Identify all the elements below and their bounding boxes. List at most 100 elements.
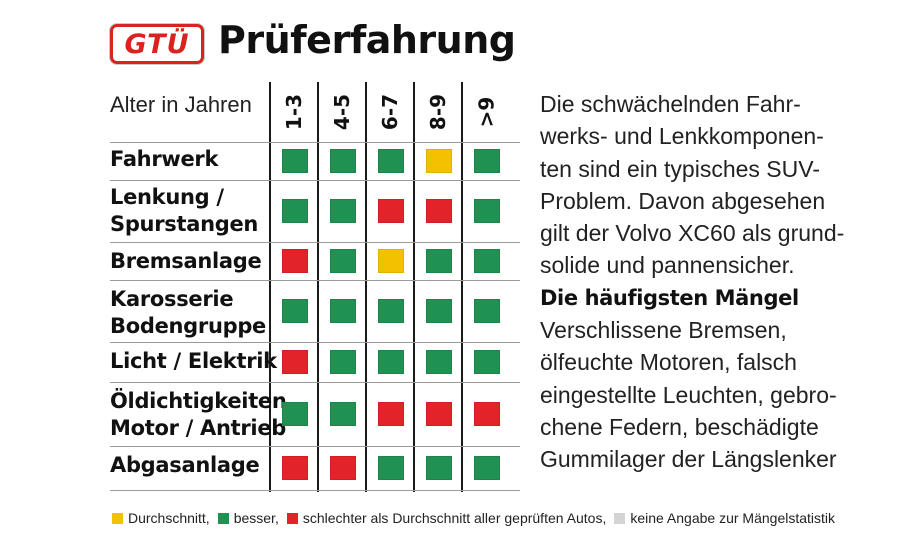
rating-cell-schlechter <box>378 199 404 223</box>
rating-cell-besser <box>330 402 356 426</box>
row-divider <box>110 490 520 491</box>
rating-cell-besser <box>378 149 404 173</box>
rating-cell-besser <box>330 299 356 323</box>
row-label: Abgasanlage <box>110 452 260 479</box>
row-label-line: Motor / Antrieb <box>110 416 287 440</box>
defects-line: Gummilager der Längslenker <box>540 446 837 473</box>
rating-cell-schlechter <box>474 402 500 426</box>
column-divider <box>413 82 415 492</box>
legend-item-besser: besser, <box>216 510 279 526</box>
rating-cell-schlechter <box>282 350 308 374</box>
rating-cell-schlechter <box>426 402 452 426</box>
rating-cell-besser <box>330 249 356 273</box>
rating-cell-besser <box>282 199 308 223</box>
age-label: Alter in Jahren <box>110 92 252 117</box>
description-line: gilt der Volvo XC60 als grund- <box>540 220 845 247</box>
rating-cell-besser <box>426 299 452 323</box>
age-column-header: 1-3 <box>274 84 314 140</box>
row-divider <box>110 342 520 343</box>
age-column-header: 4-5 <box>322 84 362 140</box>
row-label-line: Abgasanlage <box>110 453 260 477</box>
row-label: Lenkung / Spurstangen <box>110 184 258 238</box>
rating-cell-besser <box>378 350 404 374</box>
row-label-line: Bremsanlage <box>110 249 262 273</box>
row-divider <box>110 142 520 143</box>
description-panel: Die schwächelnden Fahr- werks- und Lenkk… <box>540 88 880 476</box>
rating-cell-schlechter <box>282 249 308 273</box>
rating-cell-durchschnitt <box>426 149 452 173</box>
green-swatch-icon <box>217 512 229 524</box>
rating-cell-besser <box>426 350 452 374</box>
legend-label: keine Angabe zur Mängelstatistik <box>630 510 836 526</box>
rating-cell-besser <box>474 350 500 374</box>
row-label-line: Karosserie <box>110 287 234 311</box>
description-line: ten sind ein typisches SUV- <box>540 155 820 182</box>
age-column-label: 4-5 <box>329 93 354 131</box>
rating-cell-besser <box>330 199 356 223</box>
column-divider <box>269 82 271 492</box>
row-divider <box>110 180 520 181</box>
column-divider <box>317 82 319 492</box>
legend-label: besser, <box>233 510 279 526</box>
age-column-label: 8-9 <box>425 93 450 131</box>
description-line: Problem. Davon abgesehen <box>540 187 826 214</box>
age-column-label: 6-7 <box>377 93 402 131</box>
rating-cell-besser <box>330 149 356 173</box>
legend-item-durchschnitt: Durchschnitt, <box>110 510 210 526</box>
rating-cell-schlechter <box>282 456 308 480</box>
legend-item-keine-angabe: keine Angabe zur Mängelstatistik <box>612 510 835 526</box>
row-label: Bremsanlage <box>110 248 262 275</box>
gtu-logo: GTÜ <box>110 22 204 66</box>
defects-heading: Die häufigsten Mängel <box>540 285 799 310</box>
legend: Durchschnitt, besser, schlechter als Dur… <box>110 510 841 526</box>
legend-label: Durchschnitt, <box>128 510 210 526</box>
description-line: Die schwächelnden Fahr- <box>540 91 801 117</box>
rating-cell-besser <box>474 199 500 223</box>
defects-line: eingestellte Leuchten, gebro- <box>540 381 837 408</box>
gray-swatch-icon <box>614 512 626 524</box>
gtu-logo-badge: GTÜ <box>110 24 204 64</box>
red-swatch-icon <box>286 512 298 524</box>
rating-cell-durchschnitt <box>378 249 404 273</box>
rating-cell-schlechter <box>378 402 404 426</box>
age-column-header: >9 <box>466 84 506 140</box>
defects-line: chene Federn, beschädigte <box>540 413 819 440</box>
description-line: werks- und Lenkkomponen- <box>540 123 824 150</box>
row-label-line: Bodengruppe <box>110 314 267 338</box>
row-divider <box>110 280 520 281</box>
defects-line: ölfeuchte Motoren, falsch <box>540 349 797 376</box>
row-divider <box>110 382 520 383</box>
rating-cell-besser <box>426 456 452 480</box>
yellow-swatch-icon <box>112 512 123 524</box>
row-divider <box>110 446 520 447</box>
rating-cell-besser <box>474 456 500 480</box>
legend-label: schlechter als Durchschnitt aller geprüf… <box>302 510 607 526</box>
rating-cell-besser <box>378 299 404 323</box>
column-divider <box>461 82 463 492</box>
gtu-logo-text: GTÜ <box>124 28 190 60</box>
row-label: Karosserie Bodengruppe <box>110 286 266 340</box>
rating-cell-besser <box>282 402 308 426</box>
row-label-line: Öldichtigkeiten <box>110 389 287 413</box>
row-label-line: Lenkung / <box>110 185 224 209</box>
description-line: solide und pannensicher. <box>540 252 795 279</box>
age-column-header: 6-7 <box>370 84 410 140</box>
row-label: Fahrwerk <box>110 146 218 173</box>
rating-cell-schlechter <box>426 199 452 223</box>
row-label: Öldichtigkeiten Motor / Antrieb <box>110 388 287 442</box>
column-divider <box>365 82 367 492</box>
row-divider <box>110 242 520 243</box>
rating-cell-besser <box>474 249 500 273</box>
rating-cell-besser <box>426 249 452 273</box>
legend-item-schlechter: schlechter als Durchschnitt aller geprüf… <box>285 510 607 526</box>
row-label-line: Licht / Elektrik <box>110 349 277 373</box>
rating-cell-besser <box>282 149 308 173</box>
rating-cell-besser <box>474 299 500 323</box>
defects-line: Verschlissene Bremsen, <box>540 317 787 344</box>
row-label-line: Fahrwerk <box>110 147 219 171</box>
rating-cell-besser <box>378 456 404 480</box>
row-label-line: Spurstangen <box>110 212 259 236</box>
rating-cell-schlechter <box>330 456 356 480</box>
rating-cell-besser <box>474 149 500 173</box>
age-column-label: 1-3 <box>281 93 306 131</box>
